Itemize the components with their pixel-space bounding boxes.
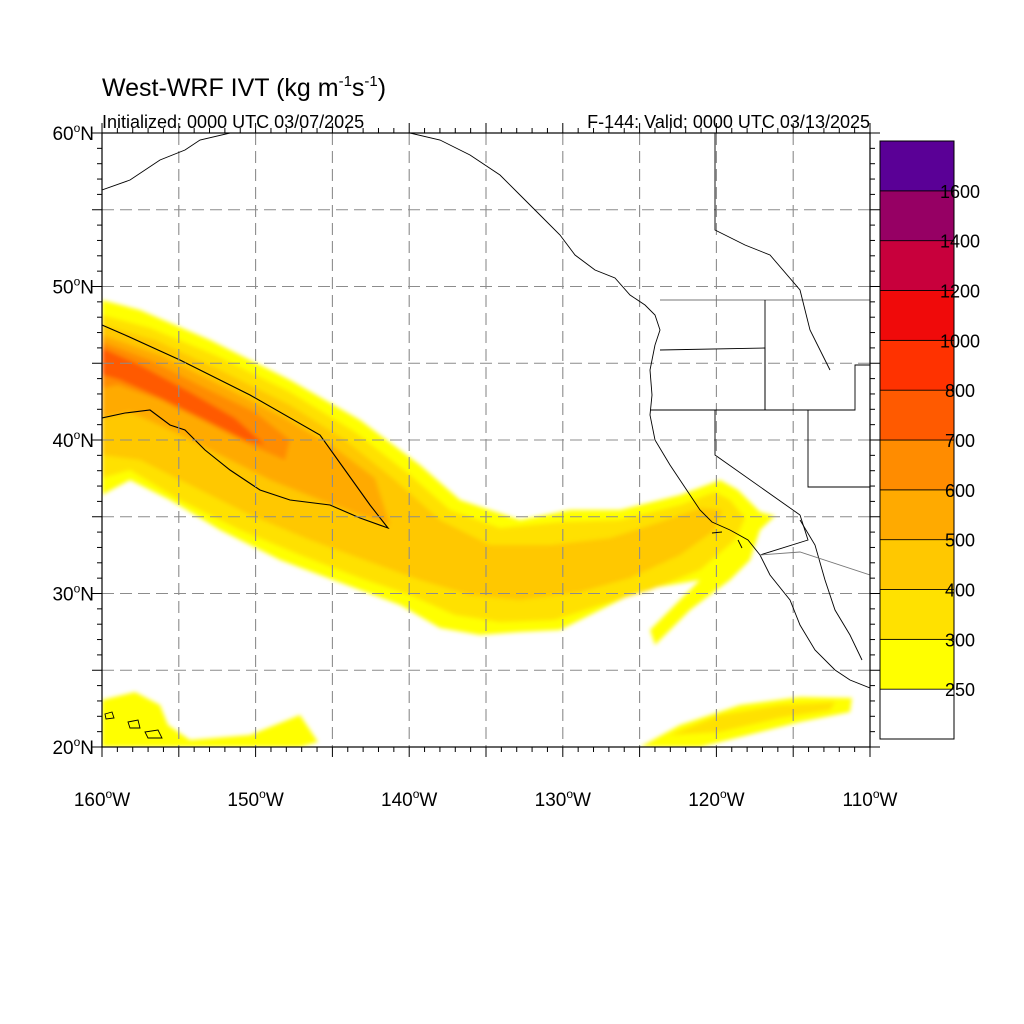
bc-coast-detail: [714, 133, 831, 371]
hawaii-island-1: [127, 719, 141, 729]
colorbar-label: 300: [945, 630, 975, 650]
lat-lon-grid: [102, 133, 870, 747]
colorbar: 250 300 400 500 600 700 800 1000 1200 1400 1600: [879, 140, 980, 740]
y-tick-label: 60oN: [52, 121, 94, 145]
x-tick-label: 130oW: [535, 787, 591, 811]
x-tick-label: 140oW: [381, 787, 437, 811]
alaska-panhandle-coast: [409, 133, 661, 346]
y-tick-label: 40oN: [52, 428, 94, 452]
channel-islands: [711, 531, 743, 549]
y-tick-label: 20oN: [52, 735, 94, 759]
axis-ticks: 160oW 150oW 140oW 130oW 120oW 110oW 60oN 50oN 40…: [52, 121, 897, 811]
x-tick-label: 120oW: [688, 787, 744, 811]
nevada-border: [714, 410, 801, 516]
ivt-400-region: [102, 325, 722, 600]
colorbar-label: 800: [945, 381, 975, 401]
colorbar-label: 600: [945, 481, 975, 501]
utah-border: [807, 410, 870, 488]
hawaii-island-2: [144, 729, 163, 739]
colorbar-label: 400: [945, 581, 975, 601]
colorbar-box: [879, 140, 955, 192]
colorbar-box: [879, 240, 955, 291]
mexico-border: [759, 551, 870, 576]
coastlines: [102, 133, 870, 739]
ivt-500-contour: [102, 324, 390, 530]
arizona-border: [759, 514, 809, 556]
colorbar-label: 500: [945, 531, 975, 551]
colorbar-box: [879, 589, 955, 640]
y-tick-label: 30oN: [52, 582, 94, 606]
colorbar-box: [879, 539, 955, 590]
colorbar-box: [879, 290, 955, 341]
x-tick-label: 150oW: [227, 787, 283, 811]
x-tick-label: 110oW: [843, 787, 898, 811]
map-title: West-WRF IVT (kg m-1s-1): [102, 73, 386, 102]
colorbar-label: 1000: [940, 331, 980, 351]
idaho-border: [764, 300, 870, 411]
ivt-700-region: [102, 348, 265, 445]
x-tick-label: 160oW: [74, 787, 130, 811]
colorbar-label: 1600: [940, 182, 980, 202]
ivt-shading: [102, 300, 852, 747]
colorbar-label: 1400: [940, 232, 980, 252]
initialized-text: Initialized: 0000 UTC 03/07/2025: [102, 112, 364, 132]
valid-time-text: F-144: Valid: 0000 UTC 03/13/2025: [587, 112, 870, 132]
alaska-coast: [102, 133, 231, 191]
colorbar-label: 700: [945, 431, 975, 451]
colorbar-box: [879, 439, 955, 491]
hawaii-island-3: [104, 711, 115, 720]
colorbar-box: [879, 638, 955, 690]
colorbar-below-box: [879, 688, 955, 740]
colorbar-label: 1200: [940, 282, 980, 302]
ivt-250-hawaii: [102, 692, 318, 747]
colorbar-frame: [879, 140, 955, 740]
map-plot-area: [102, 133, 870, 747]
baja-gulf-coast: [799, 519, 863, 661]
colorbar-label: 250: [945, 680, 975, 700]
west-coast: [649, 344, 870, 689]
y-tick-label: 50oN: [52, 275, 94, 299]
colorbar-box: [879, 489, 955, 541]
colorbar-box: [879, 389, 955, 441]
oregon-border: [650, 347, 766, 411]
